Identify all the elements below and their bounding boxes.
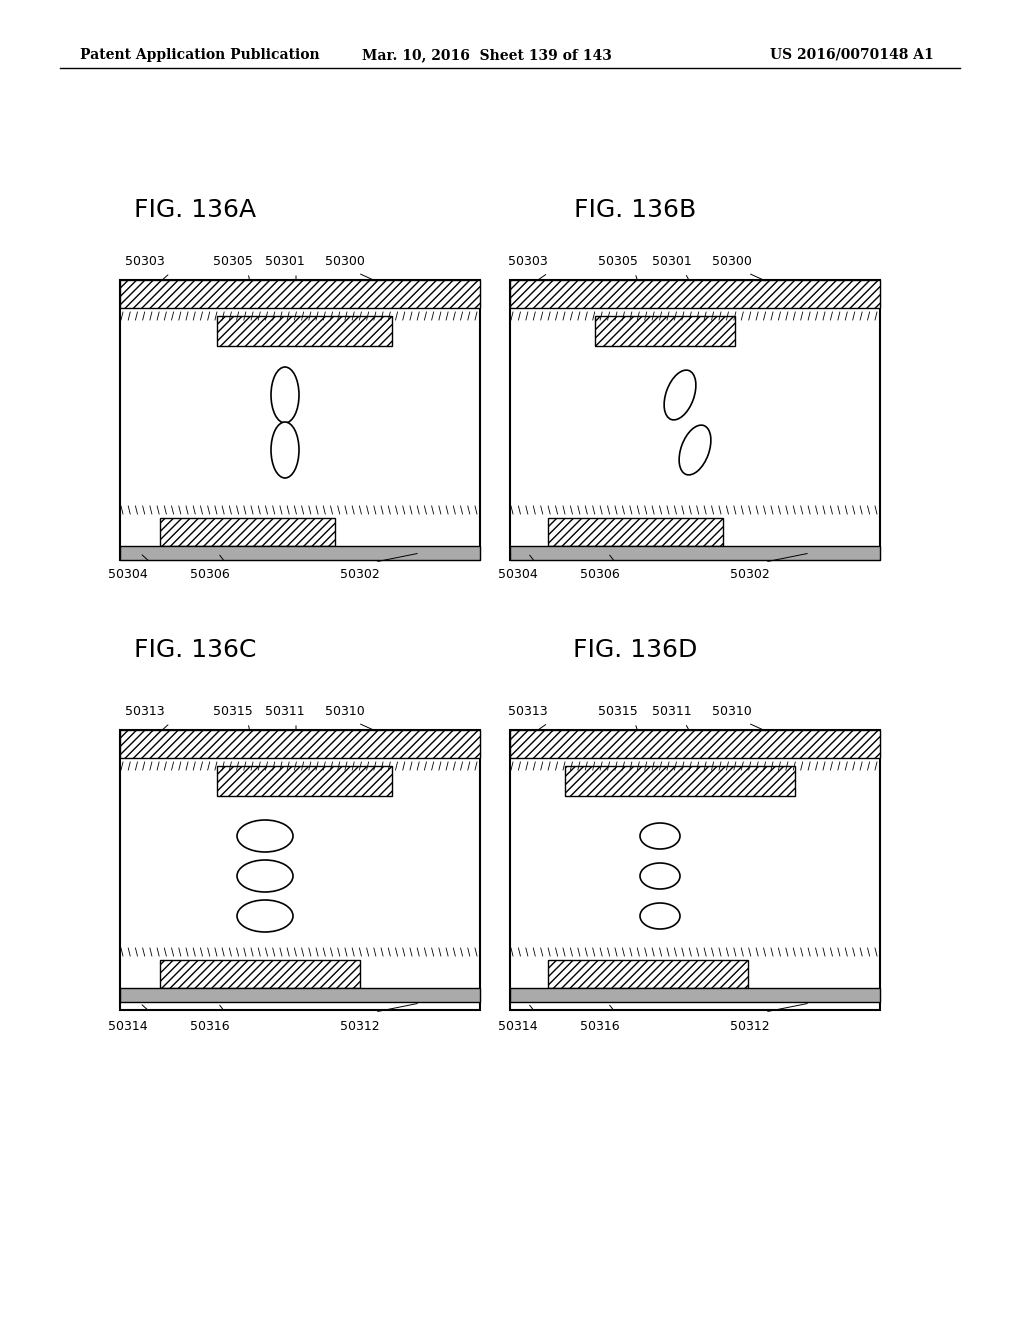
Bar — [565, 766, 795, 796]
Text: 50306: 50306 — [581, 568, 620, 581]
Bar — [548, 960, 748, 987]
Bar — [160, 960, 360, 987]
Text: 50310: 50310 — [326, 705, 365, 718]
Text: 50305: 50305 — [598, 255, 638, 268]
Ellipse shape — [237, 820, 293, 851]
Text: 50302: 50302 — [730, 568, 770, 581]
Bar — [160, 517, 335, 546]
Text: 50311: 50311 — [652, 705, 692, 718]
Bar — [510, 987, 880, 1002]
Bar — [217, 315, 392, 346]
Text: 50315: 50315 — [598, 705, 638, 718]
Bar — [120, 546, 480, 560]
Text: 50316: 50316 — [581, 1020, 620, 1034]
Bar — [510, 730, 880, 1010]
Ellipse shape — [271, 422, 299, 478]
Text: Mar. 10, 2016  Sheet 139 of 143: Mar. 10, 2016 Sheet 139 of 143 — [362, 48, 612, 62]
Text: 50304: 50304 — [109, 568, 147, 581]
Text: 50303: 50303 — [125, 255, 165, 268]
Bar — [548, 517, 723, 546]
Text: FIG. 136A: FIG. 136A — [134, 198, 256, 222]
Bar — [510, 546, 880, 560]
Text: 50302: 50302 — [340, 568, 380, 581]
Text: 50313: 50313 — [125, 705, 165, 718]
Bar — [120, 730, 480, 758]
Ellipse shape — [640, 903, 680, 929]
Ellipse shape — [665, 370, 696, 420]
Ellipse shape — [640, 863, 680, 888]
Bar — [120, 730, 480, 1010]
Text: 50305: 50305 — [213, 255, 253, 268]
Ellipse shape — [237, 900, 293, 932]
Text: 50316: 50316 — [190, 1020, 229, 1034]
Text: 50311: 50311 — [265, 705, 305, 718]
Text: 50301: 50301 — [652, 255, 692, 268]
Text: 50303: 50303 — [508, 255, 548, 268]
Bar — [510, 730, 880, 758]
Bar — [510, 280, 880, 308]
Text: 50315: 50315 — [213, 705, 253, 718]
Text: 50310: 50310 — [712, 705, 752, 718]
Ellipse shape — [679, 425, 711, 475]
Text: 50306: 50306 — [190, 568, 229, 581]
Ellipse shape — [237, 861, 293, 892]
Text: FIG. 136D: FIG. 136D — [572, 638, 697, 663]
Text: 50313: 50313 — [508, 705, 548, 718]
Bar — [510, 280, 880, 560]
Ellipse shape — [640, 822, 680, 849]
Text: US 2016/0070148 A1: US 2016/0070148 A1 — [770, 48, 934, 62]
Bar — [595, 315, 735, 346]
Text: 50300: 50300 — [712, 255, 752, 268]
Text: 50312: 50312 — [340, 1020, 380, 1034]
Ellipse shape — [271, 367, 299, 422]
Text: 50314: 50314 — [499, 1020, 538, 1034]
Bar — [120, 280, 480, 560]
Text: Patent Application Publication: Patent Application Publication — [80, 48, 319, 62]
Text: FIG. 136C: FIG. 136C — [134, 638, 256, 663]
Text: 50300: 50300 — [325, 255, 365, 268]
Bar — [120, 987, 480, 1002]
Bar — [120, 280, 480, 308]
Text: 50312: 50312 — [730, 1020, 770, 1034]
Bar — [217, 766, 392, 796]
Text: FIG. 136B: FIG. 136B — [573, 198, 696, 222]
Text: 50301: 50301 — [265, 255, 305, 268]
Text: 50314: 50314 — [109, 1020, 147, 1034]
Text: 50304: 50304 — [498, 568, 538, 581]
